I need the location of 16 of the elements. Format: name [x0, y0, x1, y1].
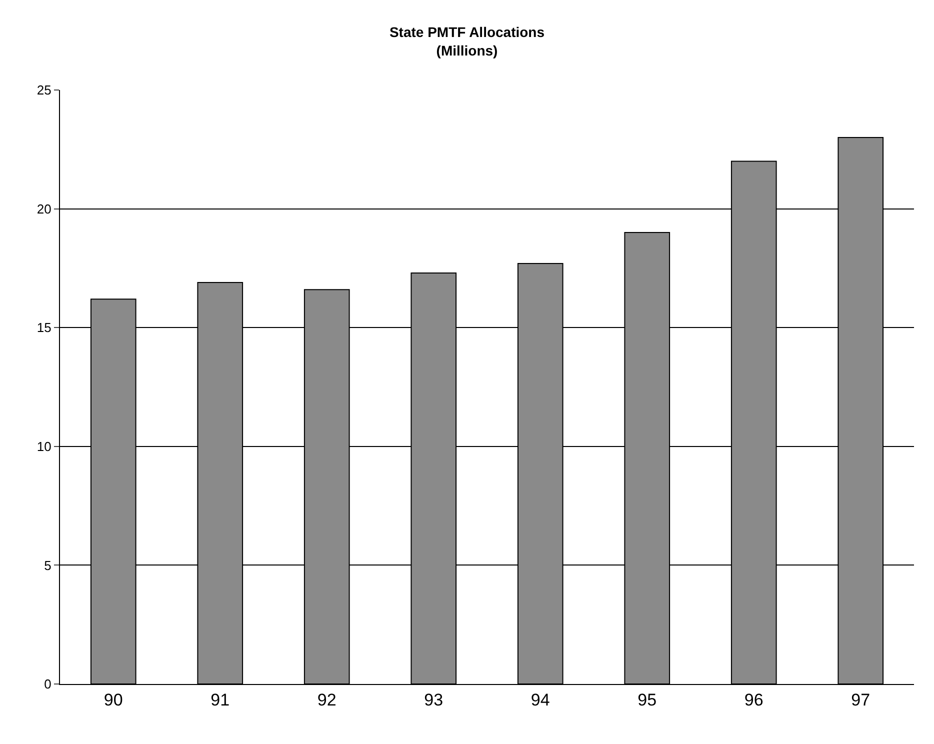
- x-tick-label: 91: [210, 690, 230, 710]
- y-tick-label: 0: [44, 676, 52, 692]
- x-tick-label: 92: [317, 690, 336, 710]
- x-tick-label: 90: [104, 690, 123, 710]
- x-tick-label: 94: [530, 690, 550, 710]
- y-tick-label: 5: [44, 558, 52, 573]
- x-tick-label: 95: [638, 690, 657, 710]
- x-tick-label: 96: [744, 690, 764, 710]
- y-tick-label: 20: [36, 201, 52, 216]
- chart-subtitle: (Millions): [436, 42, 498, 58]
- y-tick-label: 10: [36, 438, 52, 454]
- y-tick-label: 25: [36, 82, 52, 98]
- y-tick-label: 15: [36, 320, 52, 336]
- x-tick-label: 93: [424, 690, 444, 710]
- x-tick-label: 97: [851, 690, 870, 710]
- chart-title: State PMTF Allocations: [389, 24, 545, 40]
